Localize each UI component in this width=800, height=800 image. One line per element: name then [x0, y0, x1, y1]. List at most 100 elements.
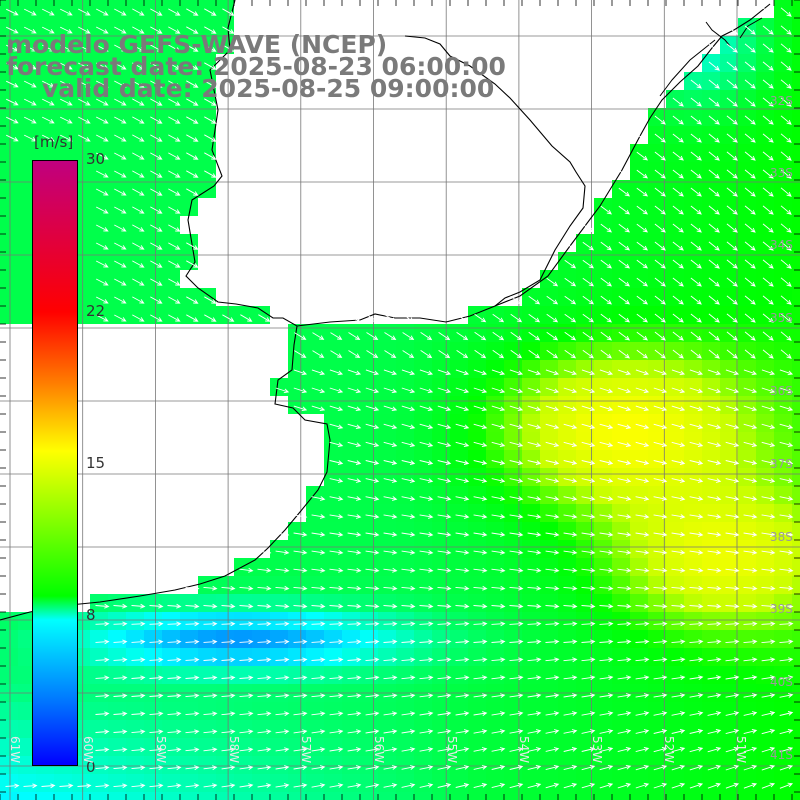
- wind-arrow: [761, 478, 776, 483]
- wind-speed-cell: [630, 702, 648, 720]
- wind-speed-cell: [90, 0, 108, 18]
- wind-speed-cell: [612, 522, 630, 540]
- wind-arrow: [563, 657, 578, 663]
- wind-arrow: [491, 603, 506, 609]
- wind-speed-cell: [396, 468, 414, 486]
- wind-arrow: [455, 585, 470, 591]
- wind-arrow: [761, 585, 776, 591]
- wind-speed-cell: [108, 108, 126, 126]
- wind-arrow: [383, 496, 398, 501]
- wind-arrow: [347, 387, 362, 394]
- wind-arrow: [636, 259, 649, 269]
- wind-speed-cell: [90, 252, 108, 270]
- wind-speed-cell: [792, 720, 800, 738]
- wind-speed-cell: [414, 738, 432, 756]
- wind-arrow: [365, 514, 380, 519]
- wind-speed-cell: [648, 576, 666, 594]
- wind-arrow: [599, 496, 614, 501]
- wind-speed-cell: [126, 36, 144, 54]
- wind-speed-cell: [576, 396, 594, 414]
- wind-arrow: [780, 43, 792, 53]
- wind-arrow: [239, 783, 254, 788]
- wind-arrow: [636, 223, 649, 233]
- wind-speed-cell: [414, 396, 432, 414]
- wind-speed-cell: [702, 774, 720, 792]
- wind-arrow: [779, 603, 794, 609]
- wind-arrow: [311, 585, 326, 591]
- wind-speed-cell: [666, 540, 684, 558]
- wind-arrow: [743, 496, 758, 501]
- wind-speed-cell: [396, 756, 414, 774]
- wind-arrow: [347, 423, 362, 430]
- wind-speed-cell: [414, 558, 432, 576]
- wind-speed-cell: [288, 666, 306, 684]
- wind-speed-cell: [792, 414, 800, 432]
- wind-speed-cell: [666, 504, 684, 522]
- wind-speed-cell: [702, 720, 720, 738]
- wind-arrow: [473, 783, 488, 789]
- wind-speed-cell: [792, 396, 800, 414]
- wind-arrow: [635, 621, 650, 627]
- wind-speed-cell: [486, 630, 504, 648]
- wind-arrow: [618, 187, 631, 197]
- wind-arrow: [581, 423, 596, 430]
- wind-speed-cell: [792, 378, 800, 396]
- wind-speed-cell: [792, 234, 800, 252]
- wind-arrow: [582, 313, 595, 323]
- wind-speed-cell: [540, 360, 558, 378]
- wind-arrow: [743, 639, 758, 645]
- wind-speed-cell: [144, 162, 162, 180]
- wind-arrow: [150, 80, 163, 88]
- wind-arrow: [203, 783, 218, 788]
- wind-arrow: [437, 747, 452, 752]
- wind-speed-cell: [540, 486, 558, 504]
- wind-speed-cell: [792, 288, 800, 306]
- wind-speed-cell: [774, 378, 792, 396]
- wind-arrow: [762, 205, 774, 215]
- wind-arrow: [132, 314, 145, 322]
- wind-arrow: [563, 387, 578, 394]
- wind-speed-cell: [774, 450, 792, 468]
- wind-arrow: [383, 532, 398, 537]
- wind-speed-cell: [198, 594, 216, 612]
- wind-speed-cell: [486, 594, 504, 612]
- wind-speed-cell: [90, 306, 108, 324]
- wind-arrow: [527, 387, 542, 394]
- wind-speed-cell: [324, 594, 342, 612]
- wind-speed-cell: [414, 648, 432, 666]
- wind-arrow: [527, 550, 542, 555]
- wind-arrow: [581, 764, 596, 771]
- wind-arrow: [6, 8, 19, 16]
- wind-speed-cell: [630, 792, 648, 800]
- wind-arrow: [131, 729, 146, 735]
- wind-arrow: [473, 711, 488, 716]
- wind-arrow: [690, 295, 702, 305]
- wind-speed-cell: [702, 540, 720, 558]
- wind-arrow: [438, 350, 451, 359]
- wind-arrow: [473, 639, 488, 645]
- wind-arrow: [617, 460, 632, 465]
- wind-speed-cell: [558, 774, 576, 792]
- wind-arrow: [401, 657, 416, 663]
- wind-speed-cell: [378, 396, 396, 414]
- wind-speed-cell: [666, 630, 684, 648]
- wind-arrows: [5, 7, 794, 789]
- wind-speed-cell: [738, 360, 756, 378]
- wind-speed-cell: [450, 630, 468, 648]
- wind-arrow: [599, 747, 614, 753]
- wind-arrow: [689, 603, 704, 609]
- wind-speed-cell: [468, 774, 486, 792]
- wind-speed-cell: [594, 540, 612, 558]
- wind-arrow: [636, 313, 649, 323]
- wind-arrow: [725, 460, 740, 465]
- wind-speed-cell: [738, 702, 756, 720]
- wind-speed-cell: [630, 756, 648, 774]
- wind-speed-cell: [36, 36, 54, 54]
- wind-arrow: [527, 711, 542, 716]
- wind-arrow: [743, 460, 758, 465]
- wind-arrow: [743, 693, 758, 698]
- wind-arrow: [563, 729, 578, 734]
- wind-arrow: [563, 782, 578, 789]
- wind-arrow: [599, 405, 614, 412]
- wind-speed-cell: [198, 756, 216, 774]
